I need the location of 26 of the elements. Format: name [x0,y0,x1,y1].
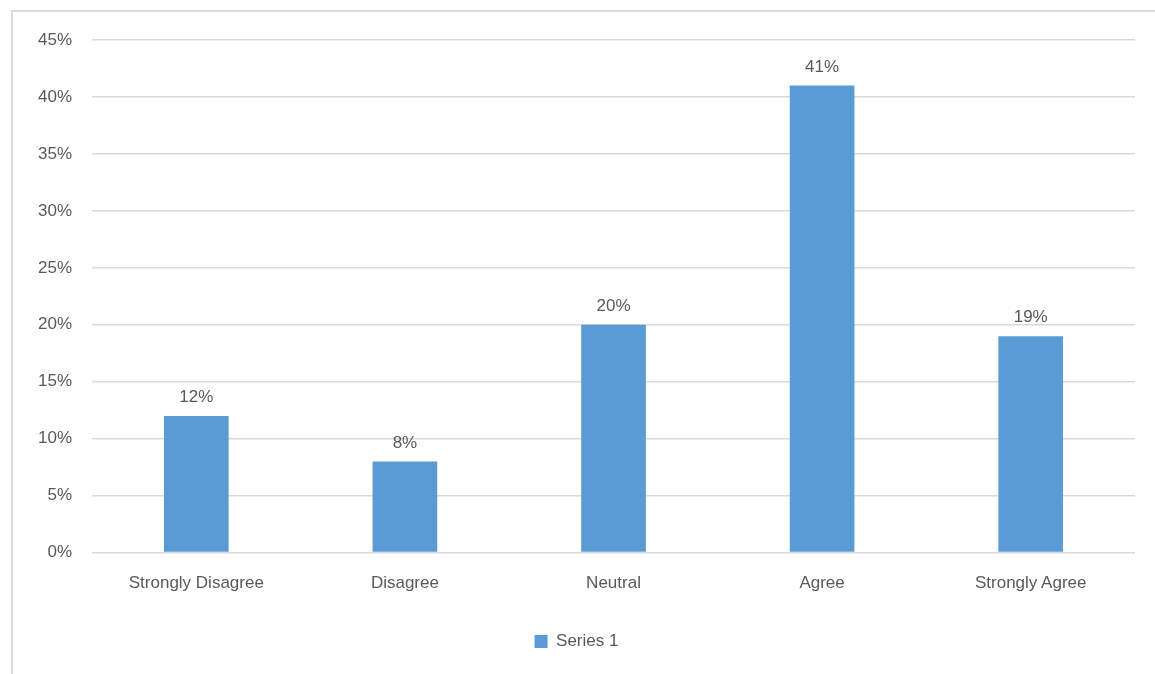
x-tick-label: Strongly Disagree [128,573,264,593]
y-tick-label: 40% [37,86,73,106]
bar [372,461,438,552]
bar [789,85,855,552]
bar [163,415,229,552]
legend-label: Series 1 [556,631,619,651]
data-label: 20% [596,295,631,315]
y-tick-label: 10% [37,428,73,448]
data-label: 19% [1013,307,1048,327]
bar [581,324,646,552]
x-tick-label: Agree [799,573,845,593]
y-tick-label: 15% [37,371,73,391]
y-tick-label: 35% [37,143,73,163]
x-tick-label: Neutral [586,573,641,593]
x-tick-label: Strongly Agree [974,573,1087,593]
x-tick-label: Disagree [370,573,439,593]
y-tick-label: 0% [47,542,73,562]
y-tick-label: 30% [37,200,73,220]
data-label: 41% [805,56,840,76]
y-tick-label: 20% [37,314,73,334]
data-label: 12% [179,387,214,407]
bar [998,336,1064,552]
y-tick-label: 45% [37,29,73,49]
y-tick-label: 25% [37,257,73,277]
data-label: 8% [392,432,418,452]
y-tick-label: 5% [47,485,73,505]
